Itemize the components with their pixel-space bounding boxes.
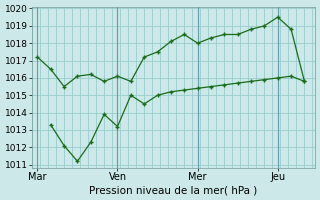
X-axis label: Pression niveau de la mer( hPa ): Pression niveau de la mer( hPa ) bbox=[90, 185, 258, 195]
